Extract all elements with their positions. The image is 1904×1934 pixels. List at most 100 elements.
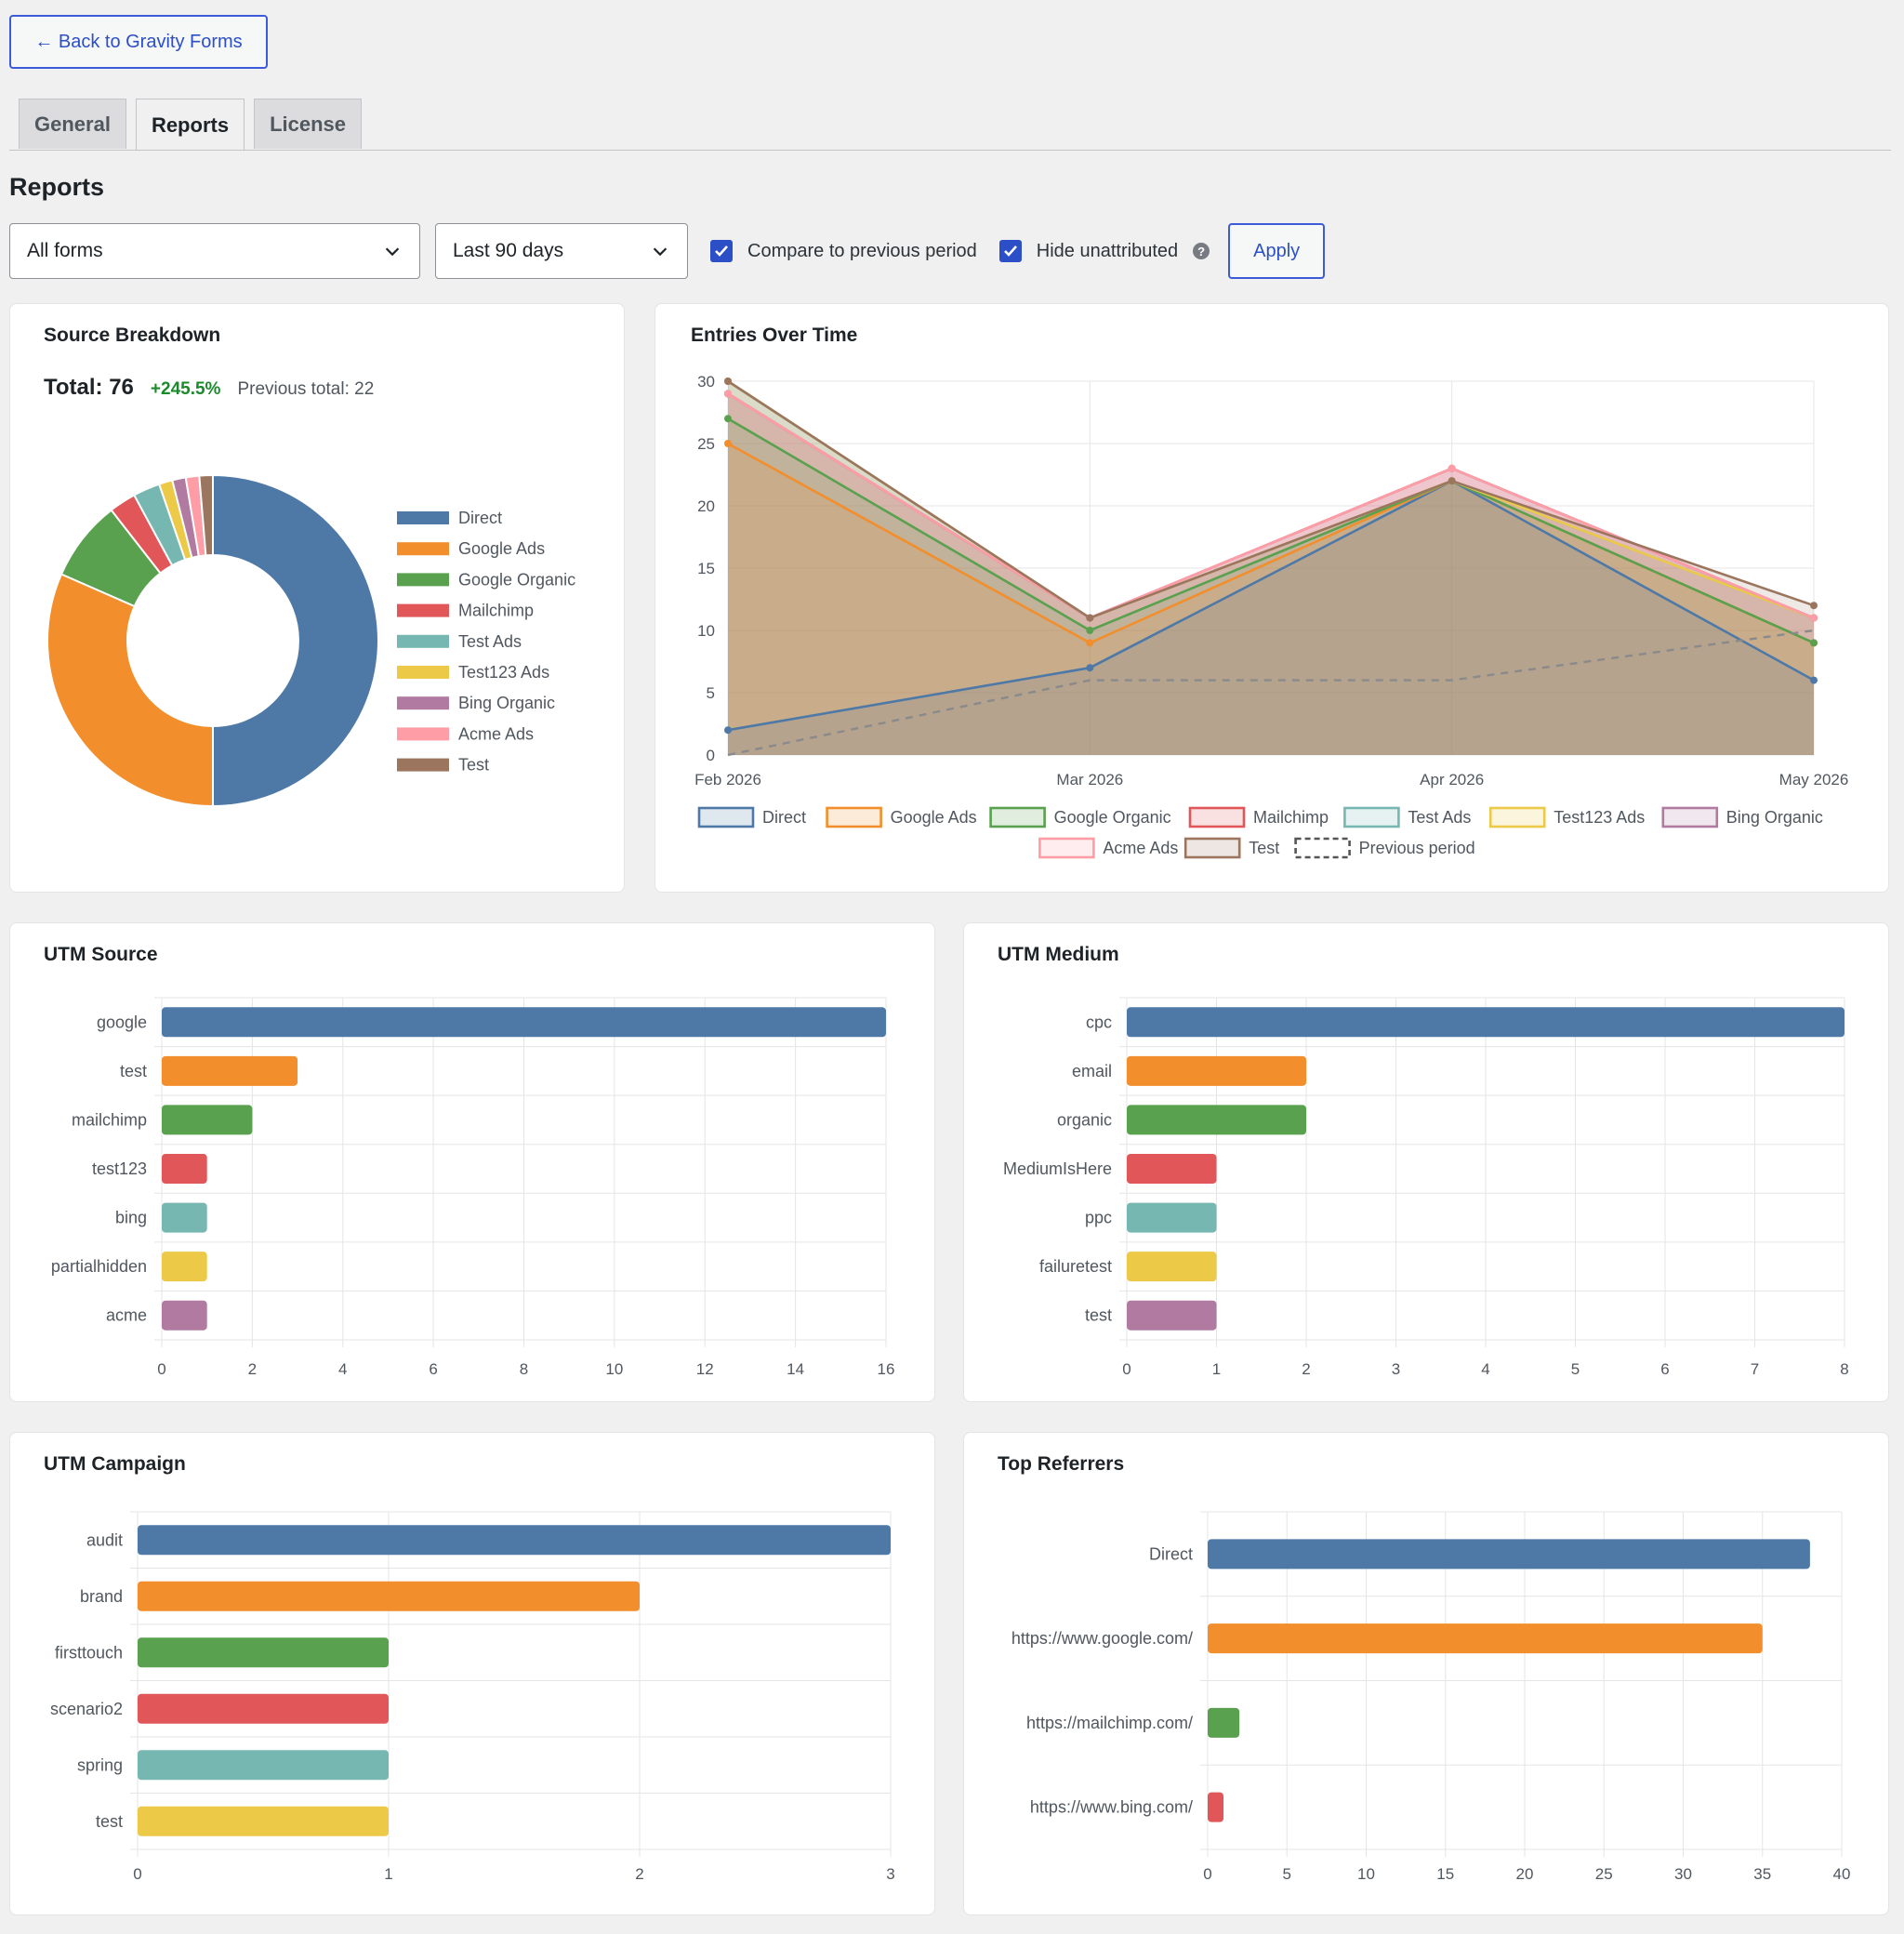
y-tick-label: https://mailchimp.com/ <box>1026 1714 1193 1732</box>
card-title: Source Breakdown <box>44 325 221 346</box>
tab-reports[interactable]: Reports <box>135 99 245 151</box>
bar <box>1127 1007 1844 1038</box>
data-point <box>1086 614 1094 622</box>
legend-swatch <box>397 727 449 741</box>
utm-source-card: UTM Source 0 2 4 6 8 10 12 14 16 google test mailch… <box>9 922 935 1402</box>
y-tick-label: organic <box>1057 1110 1112 1129</box>
legend-label: Google Ads <box>458 539 545 558</box>
x-tick-label: 1 <box>1212 1360 1221 1378</box>
legend-label: Test <box>1249 839 1279 857</box>
help-icon[interactable]: ? <box>1193 243 1210 259</box>
total-count: Total: 76 <box>44 375 134 400</box>
legend-swatch <box>1188 806 1246 828</box>
y-tick-label: 25 <box>697 435 715 453</box>
x-tick-label: 3 <box>1392 1360 1400 1378</box>
x-tick-label: 6 <box>1660 1360 1669 1378</box>
card-title: Entries Over Time <box>691 325 858 346</box>
data-point <box>1086 664 1094 672</box>
x-tick-label: 35 <box>1753 1865 1771 1883</box>
x-tick-label: Feb 2026 <box>694 771 761 788</box>
previous-total: Previous total: 22 <box>237 379 375 399</box>
x-tick-label: 2 <box>635 1865 643 1883</box>
x-tick-label: Apr 2026 <box>1420 771 1484 788</box>
bar <box>1127 1300 1217 1331</box>
chevron-down-icon <box>385 247 400 257</box>
y-tick-label: 20 <box>697 497 715 515</box>
chevron-down-icon <box>653 247 668 257</box>
x-tick-label: 30 <box>1674 1865 1692 1883</box>
series-area <box>728 481 1814 755</box>
x-tick-label: 5 <box>1283 1865 1291 1883</box>
top-referrers-bar-chart: 0 5 10 15 20 25 30 35 40 Direct https://www.google… <box>1012 1511 1850 1883</box>
checkbox-checked-icon <box>998 240 1022 262</box>
y-tick-label: 10 <box>697 622 715 640</box>
legend-label: Test123 Ads <box>458 663 549 682</box>
data-point <box>724 390 732 398</box>
tab-general[interactable]: General <box>19 99 126 149</box>
x-tick-label: 6 <box>429 1360 437 1378</box>
card-title: UTM Source <box>44 944 158 965</box>
bar <box>1127 1252 1217 1282</box>
legend-label: Previous period <box>1359 839 1475 857</box>
legend-swatch <box>1294 837 1351 859</box>
x-tick-label: Mar 2026 <box>1056 771 1123 788</box>
series-line <box>727 479 1815 732</box>
legend-label: Acme Ads <box>1103 839 1178 857</box>
period-select[interactable]: Last 90 days <box>435 223 688 279</box>
page-title: Reports <box>9 173 105 201</box>
y-tick-label: 15 <box>697 560 715 577</box>
legend-swatch <box>397 696 449 710</box>
legend-label: Google Ads <box>891 808 977 827</box>
x-tick-label: 25 <box>1595 1865 1613 1883</box>
pie-slice <box>46 573 214 808</box>
period-select-value: Last 90 days <box>453 240 564 261</box>
utm-medium-bar-chart: 0 1 2 3 4 5 6 7 8 cpc email organic MediumIsHere ppc f… <box>1003 997 1849 1378</box>
compare-previous-checkbox[interactable]: Compare to previous period <box>710 240 977 262</box>
data-point <box>1086 639 1094 647</box>
tab-license[interactable]: License <box>254 99 362 149</box>
settings-tabs: General Reports License <box>19 99 362 151</box>
legend-label: Direct <box>458 509 502 527</box>
hide-unattributed-checkbox[interactable]: Hide unattributed ? <box>998 240 1210 262</box>
bar <box>162 1252 207 1282</box>
bar <box>1208 1792 1224 1822</box>
bar <box>162 1202 207 1233</box>
bar <box>162 1105 253 1135</box>
card-title: Top Referrers <box>998 1453 1125 1475</box>
x-tick-label: 2 <box>1302 1360 1310 1378</box>
form-select[interactable]: All forms <box>9 223 420 279</box>
series-line <box>727 379 1815 620</box>
x-tick-label: 8 <box>520 1360 528 1378</box>
legend-label: Mailchimp <box>1253 808 1329 827</box>
y-tick-label: test <box>120 1062 147 1080</box>
legend-label: Test Ads <box>1408 808 1471 827</box>
x-tick-label: 3 <box>886 1865 894 1883</box>
x-tick-label: 10 <box>1357 1865 1375 1883</box>
y-tick-label: mailchimp <box>72 1110 147 1129</box>
y-tick-label: bing <box>115 1209 147 1227</box>
top-referrers-card: Top Referrers 0 5 10 15 20 25 30 35 40 Direct http… <box>963 1432 1889 1915</box>
legend-swatch <box>989 806 1046 828</box>
legend-label: Google Organic <box>458 570 575 589</box>
back-to-gravity-forms-button[interactable]: ← Back to Gravity Forms <box>9 15 268 69</box>
x-tick-label: 2 <box>248 1360 257 1378</box>
bar <box>138 1581 640 1611</box>
series-area <box>728 418 1814 755</box>
data-point <box>1810 639 1818 647</box>
y-tick-label: ppc <box>1085 1209 1112 1227</box>
y-tick-label: audit <box>86 1530 123 1549</box>
apply-button[interactable]: Apply <box>1228 223 1326 279</box>
utm-campaign-card: UTM Campaign 0 1 2 3 audit brand firsttouch sce… <box>9 1432 935 1915</box>
x-tick-label: 0 <box>133 1865 141 1883</box>
checkbox-checked-icon <box>710 240 733 262</box>
legend-label: Acme Ads <box>458 724 534 743</box>
bar <box>1127 1202 1217 1233</box>
y-tick-label: test123 <box>92 1159 147 1178</box>
y-tick-label: acme <box>106 1306 147 1325</box>
totals-row: Total: 76 +245.5% Previous total: 22 <box>44 375 374 401</box>
y-tick-label: firsttouch <box>55 1643 123 1662</box>
x-tick-label: 0 <box>157 1360 165 1378</box>
tab-divider <box>9 150 1891 151</box>
bar <box>162 1154 207 1184</box>
bar <box>138 1693 389 1724</box>
